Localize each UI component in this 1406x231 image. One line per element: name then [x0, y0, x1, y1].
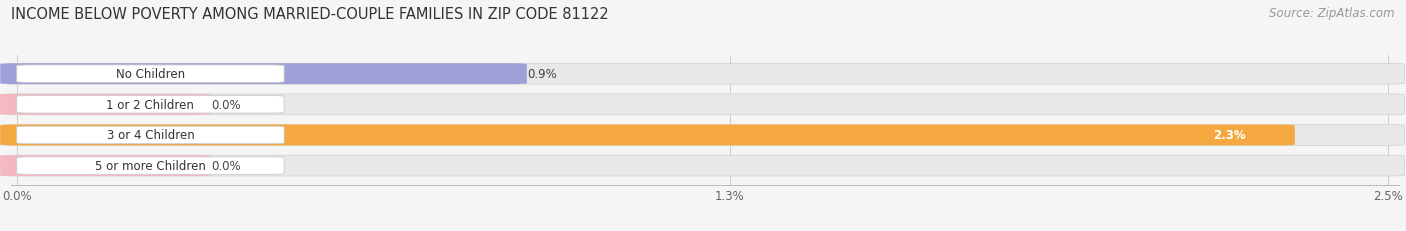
FancyBboxPatch shape: [17, 157, 284, 175]
Text: 0.9%: 0.9%: [527, 68, 557, 81]
Text: 5 or more Children: 5 or more Children: [96, 159, 205, 172]
FancyBboxPatch shape: [17, 66, 284, 83]
Text: 2.3%: 2.3%: [1213, 129, 1246, 142]
FancyBboxPatch shape: [0, 125, 1295, 146]
FancyBboxPatch shape: [0, 155, 211, 176]
FancyBboxPatch shape: [0, 64, 1405, 85]
FancyBboxPatch shape: [17, 127, 284, 144]
Text: INCOME BELOW POVERTY AMONG MARRIED-COUPLE FAMILIES IN ZIP CODE 81122: INCOME BELOW POVERTY AMONG MARRIED-COUPL…: [11, 7, 609, 22]
FancyBboxPatch shape: [0, 64, 527, 85]
Text: Source: ZipAtlas.com: Source: ZipAtlas.com: [1270, 7, 1395, 20]
Text: 0.0%: 0.0%: [211, 98, 240, 111]
Text: 0.0%: 0.0%: [211, 159, 240, 172]
Text: 1 or 2 Children: 1 or 2 Children: [107, 98, 194, 111]
Text: 3 or 4 Children: 3 or 4 Children: [107, 129, 194, 142]
Text: No Children: No Children: [115, 68, 186, 81]
FancyBboxPatch shape: [0, 125, 1405, 146]
FancyBboxPatch shape: [0, 155, 1405, 176]
FancyBboxPatch shape: [0, 94, 211, 115]
FancyBboxPatch shape: [0, 94, 1405, 115]
FancyBboxPatch shape: [17, 96, 284, 114]
